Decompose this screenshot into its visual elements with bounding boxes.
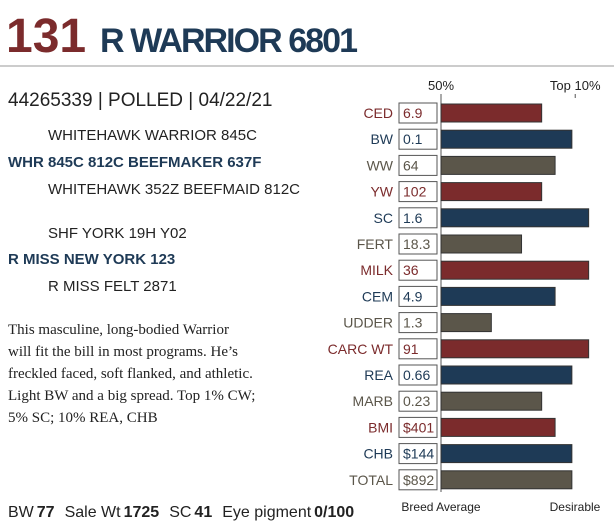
epd-box [398,259,438,281]
epd-box [398,390,438,412]
epd-box [398,443,438,465]
description-line: will fit the bill in most programs. He’s [8,344,238,360]
trait-label: TOTAL [349,472,393,488]
trait-label: WW [367,157,394,173]
description-line: freckled faced, soft flanked, and athlet… [8,366,253,382]
description-line: 5% SC; 10% REA, CHB [8,410,158,426]
epd-box [398,285,438,307]
epd-box [398,181,438,203]
sire-sire: WHITEHAWK WARRIOR 845C [48,127,257,144]
animal-name: R WARRIOR 6801 [100,22,358,60]
epd-value: $144 [403,446,434,462]
bar [440,365,573,385]
sire-dam: WHITEHAWK 352Z BEEFMAID 812C [48,181,300,198]
epd-value: 0.1 [403,131,423,147]
epd-box [398,102,438,124]
epd-value: $892 [403,472,434,488]
epd-value: 1.3 [403,315,423,331]
trait-label: MARB [353,393,393,409]
epd-value: 18.3 [403,236,430,252]
epd-value: 6.9 [403,105,423,121]
epd-value: 102 [403,184,427,200]
stat-value: 1725 [124,504,160,521]
bar [440,234,523,254]
x-tick-label: Top 10% [550,78,601,93]
epd-value: $401 [403,419,434,435]
epd-box [398,154,438,176]
epd-box [398,416,438,438]
epd-value: 91 [403,341,419,357]
lot-number: 131 [6,10,86,63]
stat-label: Sale Wt [65,504,122,521]
stat-value: 41 [194,504,212,521]
epd-value: 36 [403,262,419,278]
description-line: Light BW and a big spread. Top 1% CW; [8,388,255,404]
trait-label: FERT [357,236,394,252]
bar [440,313,492,333]
trait-label: BMI [368,419,393,435]
dam-dam: R MISS FELT 2871 [48,278,177,295]
x-label-left: Breed Average [401,500,480,514]
bar [440,417,556,437]
epd-value: 0.66 [403,367,430,383]
stat-value: 77 [37,504,55,521]
stat-label: SC [169,504,191,521]
stat-value: 0/100 [314,504,354,521]
trait-label: UDDER [343,315,393,331]
description-line: This masculine, long-bodied Warrior [8,322,229,338]
epd-box [398,469,438,491]
bar [440,339,590,359]
epd-box [398,312,438,334]
sire: WHR 845C 812C BEEFMAKER 637F [8,154,261,171]
stats-line: BW 77 Sale Wt 1725 SC 41 Eye pigment 0/100 [8,504,354,521]
bar [440,470,573,490]
id-line: 44265339 | POLLED | 04/22/21 [8,90,272,111]
stat-label: BW [8,504,35,521]
epd-box [398,364,438,386]
bar [440,129,573,149]
epd-box [398,338,438,360]
dam: R MISS NEW YORK 123 [8,251,175,268]
epd-box [398,207,438,229]
trait-label: CED [363,105,393,121]
bar [440,391,543,411]
bar [440,286,556,306]
bar [440,155,556,175]
trait-label: YW [370,184,393,200]
trait-label: SC [374,210,393,226]
trait-label: CHB [363,446,393,462]
x-label-right: Desirable [550,500,601,514]
bar [440,444,573,464]
bar [440,182,543,202]
trait-label: MILK [360,262,393,278]
trait-label: CARC WT [328,341,394,357]
trait-label: BW [370,131,393,147]
bar [440,208,590,228]
x-tick-label: 50% [428,78,454,93]
epd-value: 64 [403,157,419,173]
bar [440,103,543,123]
epd-value: 1.6 [403,210,423,226]
epd-box [398,233,438,255]
bar [440,260,590,280]
epd-box [398,128,438,150]
epd-value: 4.9 [403,288,423,304]
stat-label: Eye pigment [222,504,311,521]
epd-value: 0.23 [403,393,430,409]
trait-label: CEM [362,288,393,304]
trait-label: REA [364,367,393,383]
dam-sire: SHF YORK 19H Y02 [48,225,187,242]
